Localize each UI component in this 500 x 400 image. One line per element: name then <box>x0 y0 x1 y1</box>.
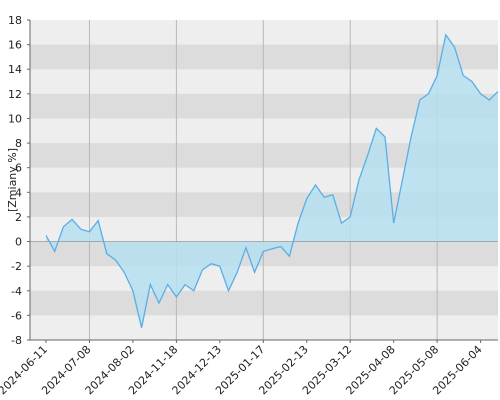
y-tick-label: 18 <box>8 14 22 27</box>
y-axis-label: [Zmiany %] <box>6 148 19 212</box>
y-tick-label: 6 <box>15 162 22 175</box>
y-tick-label: -4 <box>11 285 22 298</box>
y-tick-label: 0 <box>15 236 22 249</box>
y-tick-label: 2 <box>15 211 22 224</box>
grid-band <box>30 290 498 316</box>
area <box>46 34 498 328</box>
y-tick-label: -2 <box>11 260 22 273</box>
line <box>45 33 499 328</box>
y-tick-label: 16 <box>8 39 22 52</box>
y-tick-label: -8 <box>11 334 22 347</box>
y-tick-label: -6 <box>11 309 22 322</box>
y-tick-label: 12 <box>8 88 22 101</box>
y-tick-label: 8 <box>15 137 22 150</box>
y-tick-label: 10 <box>8 112 22 125</box>
y-tick-label: 14 <box>8 63 22 76</box>
y-tick-label: 4 <box>15 186 22 199</box>
grid-band <box>30 44 498 70</box>
